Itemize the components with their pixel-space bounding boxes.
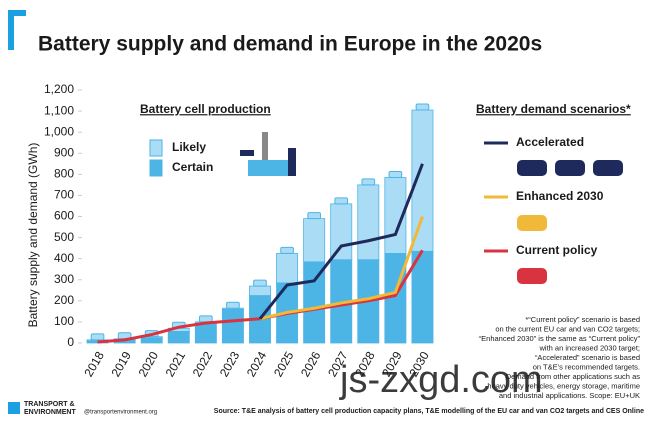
footnote: with an increased 2030 target; — [539, 343, 640, 352]
bar — [167, 331, 190, 344]
footnote: on the current EU car and van CO2 target… — [495, 324, 640, 333]
handle: @transportenvironment.org — [84, 410, 157, 416]
y-axis-label: Battery supply and demand (GWh) — [26, 143, 40, 328]
x-tick-label: 2019 — [108, 349, 134, 379]
demand-heading: Battery demand scenarios* — [476, 102, 631, 116]
legend-label: Certain — [172, 160, 213, 174]
footnote: *“Current policy” scenario is based — [525, 315, 640, 324]
legend-label: Current policy — [516, 243, 598, 257]
battery-cap — [226, 301, 240, 309]
line — [258, 163, 424, 320]
x-tick-label: 2020 — [136, 349, 162, 379]
bar — [194, 322, 217, 344]
battery-cap — [334, 197, 349, 205]
footnote: and industrial applications. Scope: EU+U… — [499, 391, 640, 400]
y-tick-label: 100 — [54, 314, 74, 328]
y-tick-label: 0 — [67, 335, 74, 349]
source: Source: T&E analysis of battery cell pro… — [214, 408, 644, 415]
line — [259, 215, 424, 321]
car-icons — [517, 160, 623, 284]
y-tick-label: 500 — [54, 230, 74, 244]
brand-icon — [8, 402, 20, 414]
bar — [140, 337, 163, 344]
battery-cap — [253, 279, 267, 287]
y-tick-label: 300 — [54, 272, 74, 286]
battery-cap — [415, 103, 430, 111]
battery-cap — [307, 212, 321, 220]
footnote: “Enhanced 2030” is the same as “Current … — [479, 334, 641, 343]
bar — [303, 218, 326, 263]
x-tick-label: 2021 — [163, 349, 189, 379]
battery-cap — [361, 178, 376, 186]
battery-cap — [280, 246, 294, 254]
x-tick-label: 2024 — [244, 349, 270, 379]
y-tick-label: 1,100 — [44, 103, 74, 117]
logo-mark — [8, 10, 26, 50]
brand: ENVIRONMENT — [24, 409, 76, 416]
bar — [330, 203, 353, 261]
y-tick-label: 700 — [54, 188, 74, 202]
y-tick-label: 600 — [54, 209, 74, 223]
battery-cap — [388, 170, 403, 178]
legend-swatch — [149, 139, 163, 157]
battery-cap — [199, 315, 213, 323]
watermark: js-zxgd.com — [339, 359, 543, 401]
robot-icon — [240, 132, 296, 176]
y-tick-label: 800 — [54, 167, 74, 181]
bar — [221, 308, 244, 344]
footnote: on T&E’s recommended targets. — [533, 362, 640, 371]
legend-label: Likely — [172, 140, 206, 154]
supply-heading: Battery cell production — [140, 102, 271, 116]
x-tick-label: 2025 — [271, 349, 297, 379]
y-tick-label: 1,200 — [44, 82, 74, 96]
bar — [249, 285, 271, 296]
footnote: Demand from other applications such as — [506, 372, 640, 381]
x-tick-label: 2018 — [81, 349, 107, 379]
x-tick-label: 2026 — [298, 349, 324, 379]
legend-label: Enhanced 2030 — [516, 189, 604, 203]
y-tick-label: 400 — [54, 251, 74, 265]
y-tick-label: 900 — [54, 145, 74, 159]
battery-cap — [90, 333, 105, 341]
chart-title: Battery supply and demand in Europe in t… — [38, 33, 542, 56]
brand: TRANSPORT & — [24, 401, 75, 408]
footnote: heavy duty vehicles, energy storage, mar… — [487, 381, 640, 390]
x-tick-label: 2022 — [190, 349, 216, 379]
y-tick-label: 1,000 — [44, 124, 74, 138]
legend-swatch — [149, 159, 163, 177]
y-tick-label: 200 — [54, 293, 74, 307]
x-tick-label: 2023 — [217, 349, 243, 379]
bar — [303, 261, 326, 344]
bar — [357, 184, 380, 261]
footnote: “Accelerated” scenario is based — [535, 353, 640, 362]
legend-label: Accelerated — [516, 135, 584, 149]
bar — [276, 252, 299, 284]
